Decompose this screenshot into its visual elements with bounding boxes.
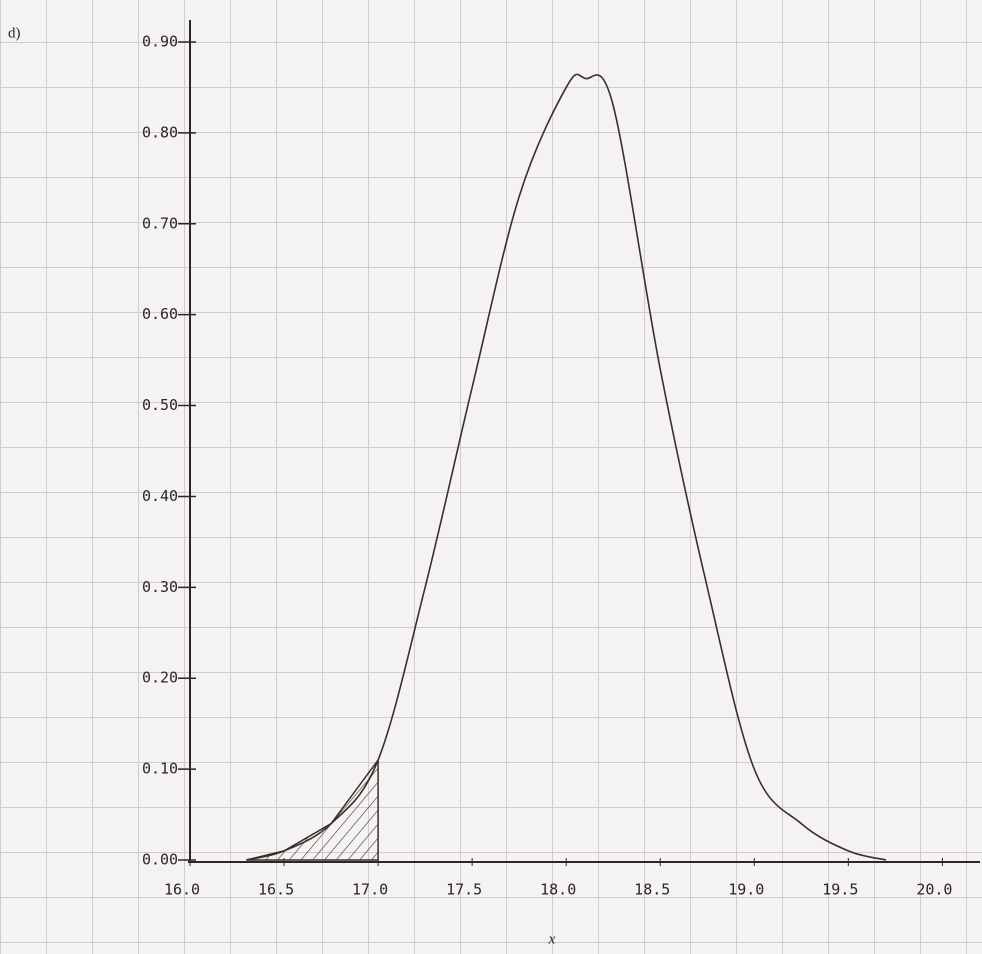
y-tick-label: 0.30 <box>142 578 178 596</box>
x-tick-label: 16.5 <box>258 881 294 899</box>
x-tick-label: 19.5 <box>822 881 858 899</box>
y-tick-label: 0.90 <box>142 33 178 51</box>
x-tick-label: 18.0 <box>540 881 576 899</box>
x-tick-label: 16.0 <box>164 881 200 899</box>
shaded-area <box>246 757 379 861</box>
y-tick-label: 0.00 <box>142 851 178 869</box>
x-tick-label: 17.5 <box>446 881 482 899</box>
x-tick-label: 20.0 <box>916 881 952 899</box>
y-tick-label: 0.60 <box>142 305 178 323</box>
y-tick-label: 0.20 <box>142 669 178 687</box>
curve <box>246 73 887 861</box>
y-tick-label: 0.80 <box>142 123 178 141</box>
y-tick-label: 0.10 <box>142 760 178 778</box>
annotation: d) <box>8 25 21 41</box>
y-tick-label: 0.50 <box>142 396 178 414</box>
y-tick-label: 0.40 <box>142 487 178 505</box>
x-axis-label: x <box>548 931 556 947</box>
x-tick-label: 17.0 <box>352 881 388 899</box>
x-tick-label: 18.5 <box>634 881 670 899</box>
y-tick-label: 0.70 <box>142 214 178 232</box>
x-tick-label: 19.0 <box>728 881 764 899</box>
